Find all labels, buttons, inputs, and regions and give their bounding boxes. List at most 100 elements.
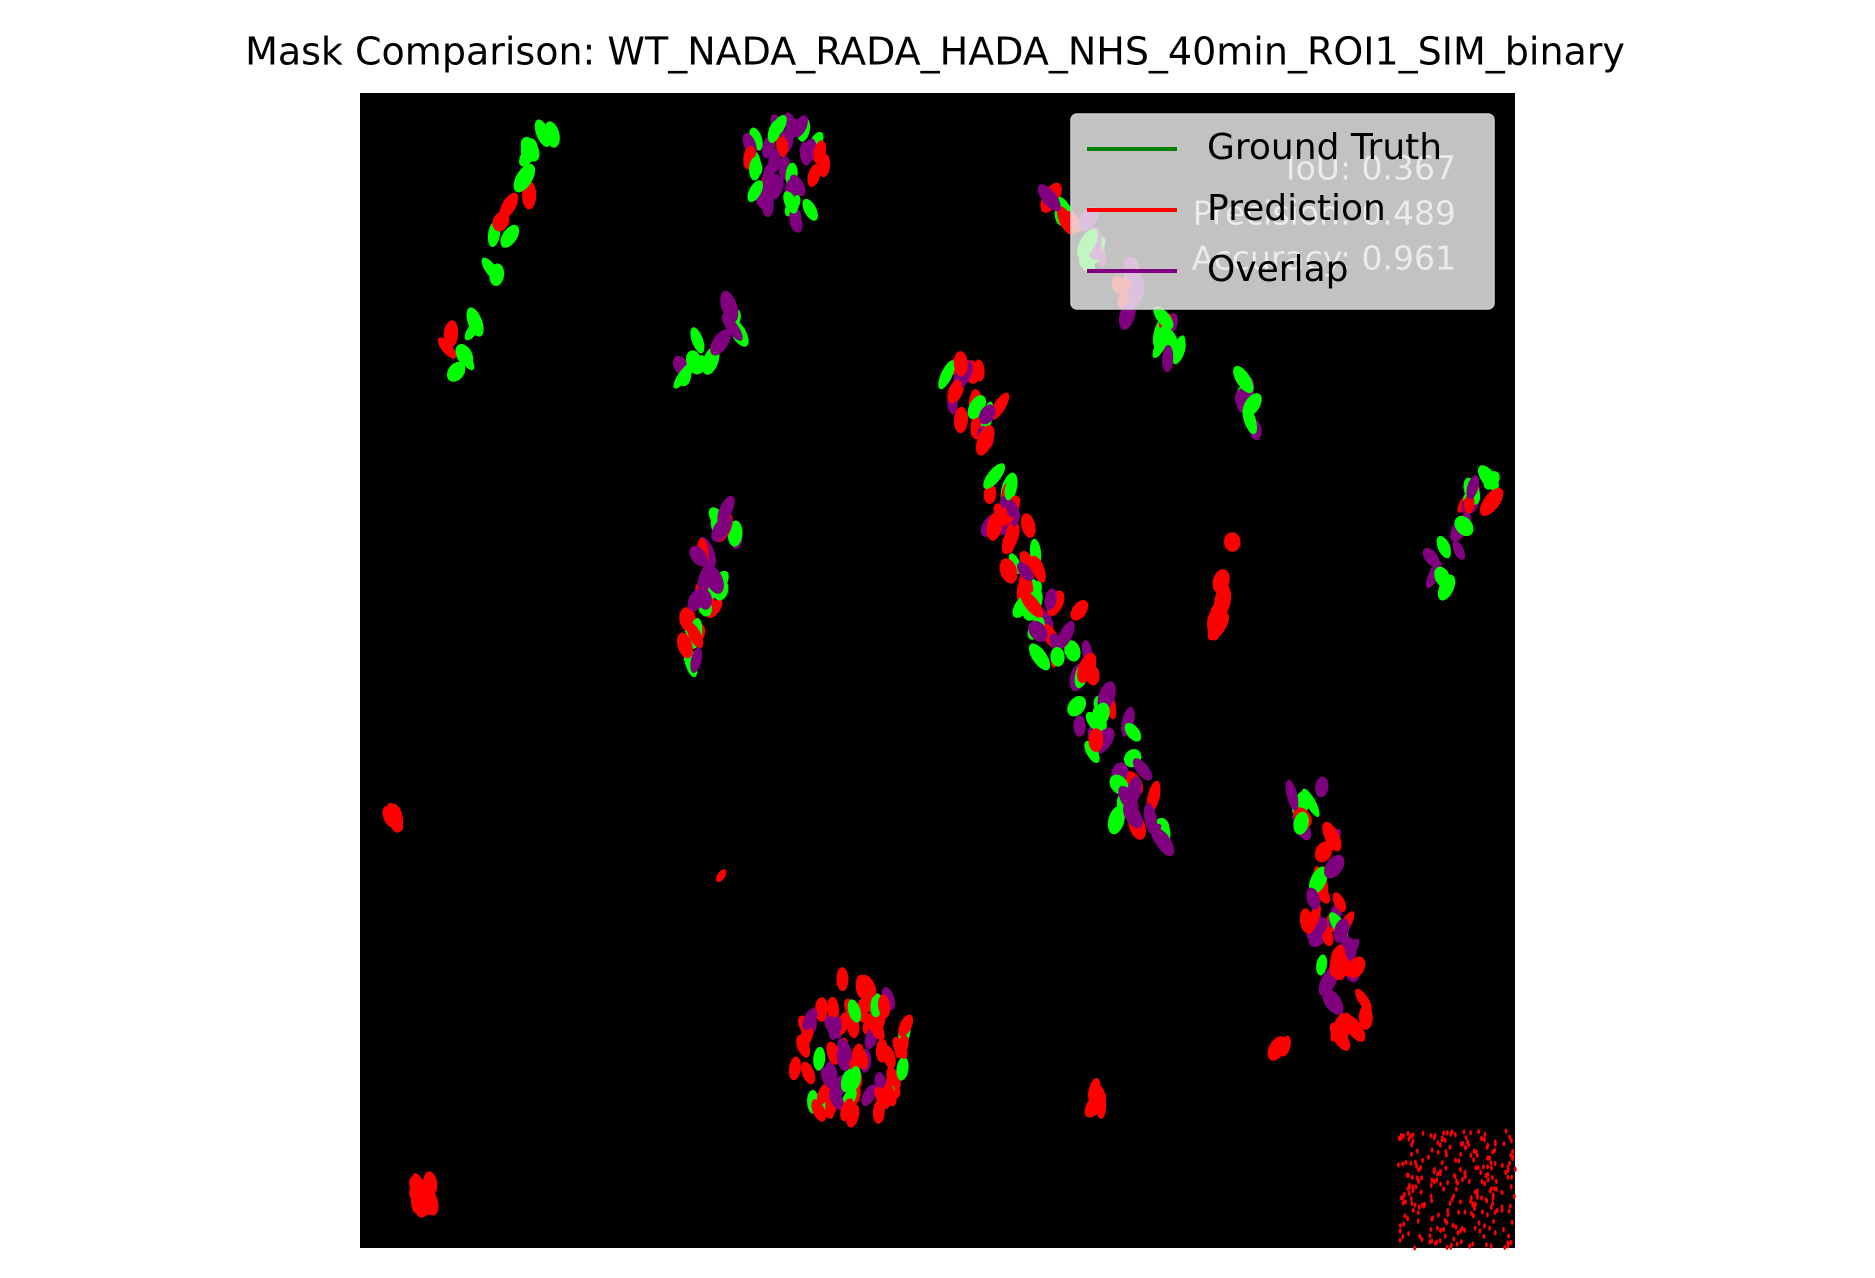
cell [1285,779,1299,811]
noise [1398,1222,1402,1229]
cell [802,1008,818,1031]
noise [1444,1152,1448,1158]
noise [1457,1209,1461,1215]
cell [1160,325,1180,354]
cell [1322,821,1342,852]
cell [749,156,762,181]
cell [673,361,695,389]
cell [978,404,996,425]
noise [1436,1171,1440,1177]
noise [1475,1191,1479,1197]
cell [459,350,475,371]
legend-label: Ground Truth [1207,127,1442,168]
cell [986,512,1003,541]
cell [1324,854,1345,879]
cell [811,1099,826,1122]
noise [1506,1167,1510,1173]
cell [1322,988,1344,1015]
noise [1450,1129,1454,1135]
cell [437,337,457,359]
noise [1407,1190,1411,1196]
cell [698,589,712,610]
cell [534,119,551,147]
noise [1463,1171,1467,1177]
cell [815,997,828,1022]
cell [1422,547,1440,567]
noise [1444,1165,1448,1171]
cell [1314,841,1333,863]
noise [1410,1151,1413,1157]
noise [1459,1151,1463,1158]
noise [1419,1189,1423,1195]
cell [829,1087,844,1111]
cell [1338,953,1352,977]
noise [1491,1201,1494,1207]
noise [1441,1135,1444,1141]
cell [1332,892,1347,912]
noise [1439,1227,1442,1233]
cell [1305,904,1321,935]
noise [1481,1164,1485,1170]
cell [1088,728,1104,752]
cell [711,515,732,542]
cell [801,1061,816,1085]
cell [836,967,849,992]
noise [1473,1201,1477,1208]
noise [1459,1239,1463,1245]
noise [1420,1236,1424,1243]
noise [1448,1144,1452,1150]
cell [953,351,968,377]
cell [840,1068,854,1093]
noise [1445,1130,1449,1136]
cell [854,1046,869,1070]
noise [1411,1184,1415,1190]
cell [1464,493,1475,514]
cell [1315,776,1329,798]
cell [892,1036,908,1059]
noise [1449,1244,1453,1250]
noise [1503,1244,1507,1250]
cell [1020,513,1036,538]
noise [1406,1215,1410,1222]
noise [1502,1141,1506,1147]
noise [1475,1152,1479,1158]
noise [1489,1165,1493,1171]
noise [1429,1226,1433,1232]
noise [1438,1170,1442,1177]
noise [1486,1164,1490,1170]
cell [807,163,821,187]
noise [1406,1172,1410,1178]
noise [1480,1195,1484,1201]
noise [1463,1209,1467,1215]
noise [1511,1148,1515,1155]
noise [1454,1157,1458,1163]
cell [1067,695,1087,717]
noise [1483,1180,1487,1187]
cell [387,802,404,832]
cell [975,425,995,456]
legend: Ground Truth Prediction Overlap [1087,127,1442,290]
noise [1484,1172,1488,1179]
noise [1411,1207,1415,1213]
cell [1017,562,1034,582]
noise [1458,1166,1462,1173]
noise [1419,1164,1423,1171]
cell [1466,475,1480,500]
noise [1421,1157,1425,1163]
cell [896,1056,909,1081]
noise [1442,1130,1445,1136]
cell [1084,740,1100,764]
noise [1507,1208,1511,1214]
cell [1233,365,1254,394]
cell [1037,184,1061,212]
noise [1473,1225,1477,1231]
noise [1446,1211,1450,1218]
cell [1355,988,1372,1012]
cell [983,463,1006,489]
noise [1433,1166,1437,1172]
noise [1438,1238,1442,1244]
cell [1434,566,1451,588]
noise [1488,1188,1492,1194]
noise [1452,1236,1456,1242]
